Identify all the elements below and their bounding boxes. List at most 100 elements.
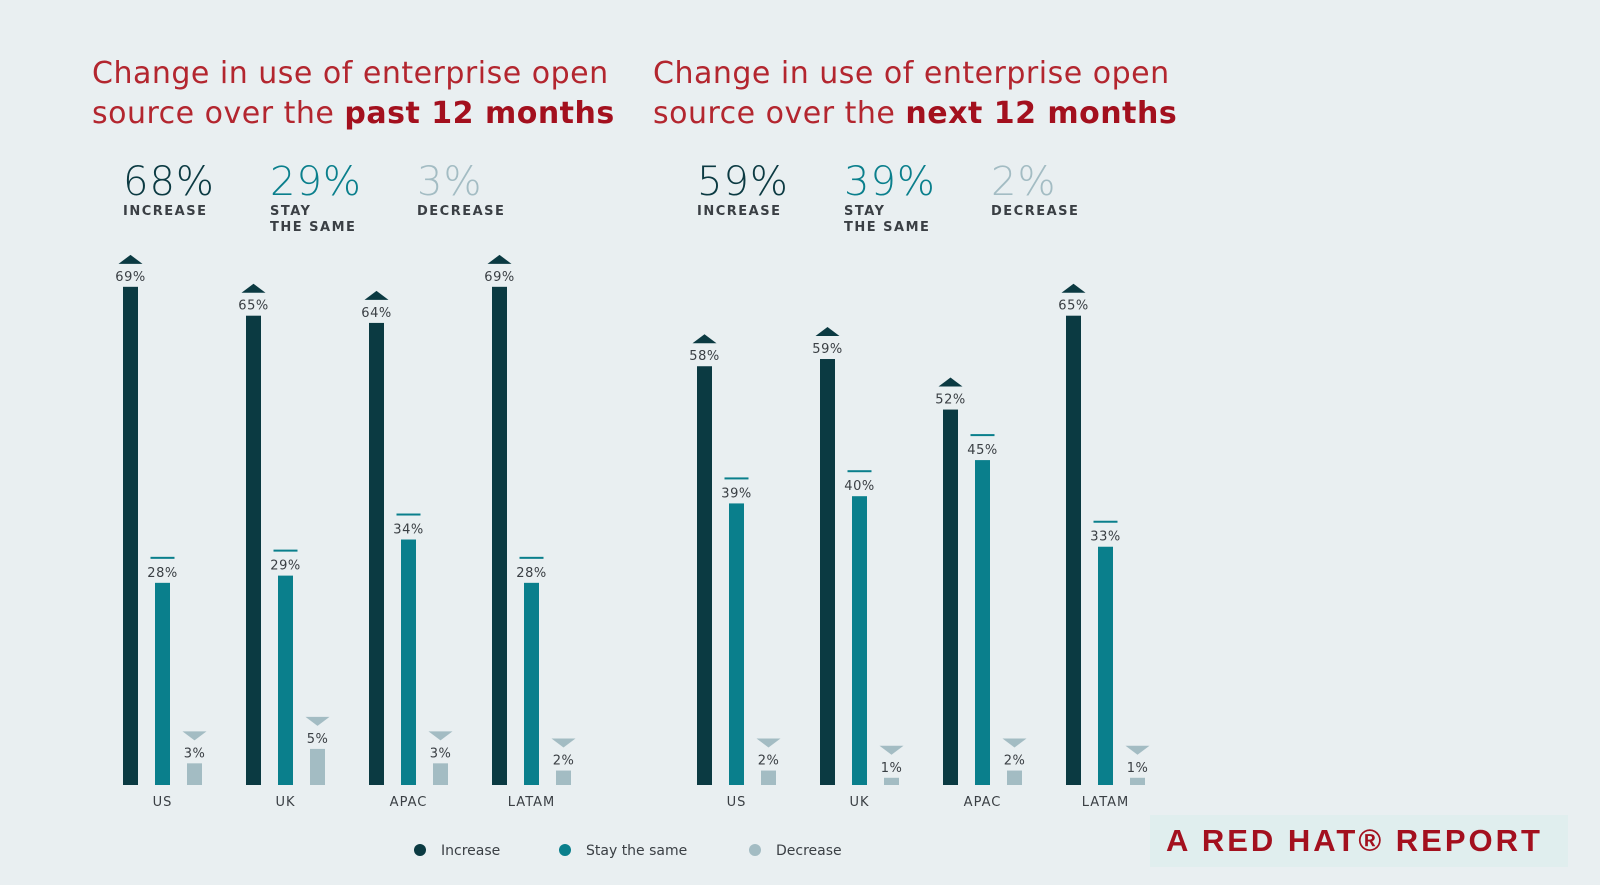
bar-stay [729,503,744,785]
bar-stay [1098,546,1113,785]
data-label: 1% [881,761,903,776]
data-label: 59% [812,342,842,357]
summary-stat: 3% DECREASE [417,160,505,220]
dash-marker [273,549,298,552]
data-label: 2% [553,754,575,769]
summary-label: STAY THE SAME [844,204,931,235]
summary-stat: 39% STAY THE SAME [844,160,936,236]
bar-stay [524,582,539,785]
category-label: LATAM [508,795,555,810]
summary-value: 39% [844,159,936,205]
bar-increase [1066,315,1081,785]
title-bold: past 12 months [344,96,615,131]
data-label: 40% [844,479,874,494]
title-bold: next 12 months [905,96,1178,131]
dash-marker [1093,520,1118,523]
bar-decrease [761,770,776,785]
down-arrow-icon [756,738,781,748]
bar-increase [943,409,958,785]
category-label: US [153,795,173,810]
up-arrow-icon [487,254,512,264]
bar-decrease [884,777,899,785]
data-label: 5% [307,732,329,747]
data-label: 34% [393,523,423,538]
bar-stay [975,460,990,785]
data-label: 1% [1127,761,1149,776]
summary-value: 3% [417,159,483,205]
category-label: UK [849,795,869,810]
bar-decrease [1007,770,1022,785]
summary-label: INCREASE [123,204,208,219]
legend-label: Stay the same [586,843,687,859]
summary-value: 68% [123,159,215,205]
summary-stat: 29% STAY THE SAME [270,160,362,236]
bar-decrease [187,763,202,785]
down-arrow-icon [182,731,207,741]
dash-marker [396,513,421,516]
data-label: 52% [935,393,965,408]
down-arrow-icon [1002,738,1027,748]
summary-value: 29% [270,159,362,205]
summary-stat: 59% INCREASE [697,160,789,220]
summary-value: 59% [697,159,789,205]
category-label: APAC [964,795,1002,810]
bar-stay [852,496,867,785]
up-arrow-icon [118,254,143,264]
title-text: Change in use of enterprise open source … [92,56,609,131]
legend-dot [559,844,571,856]
summary-label: INCREASE [697,204,782,219]
summary-stat: 2% DECREASE [991,160,1079,220]
bar-increase [820,359,835,785]
up-arrow-icon [241,283,266,293]
dash-marker [970,434,995,437]
red-hat-report-badge: A RED HAT® REPORT [1150,815,1568,867]
summary-label: DECREASE [991,204,1080,219]
up-arrow-icon [1061,283,1086,293]
summary-stat: 68% INCREASE [123,160,215,220]
bar-increase [492,286,507,785]
bar-decrease [556,770,571,785]
bar-increase [369,322,384,785]
down-arrow-icon [1125,745,1150,755]
bar-increase [246,315,261,785]
bar-decrease [1130,777,1145,785]
data-label: 58% [689,349,719,364]
data-label: 69% [484,270,514,285]
legend-label: Decrease [776,843,842,859]
dash-marker [519,556,544,559]
up-arrow-icon [815,327,840,337]
data-label: 64% [361,306,391,321]
bar-decrease [310,748,325,785]
data-label: 65% [238,299,268,314]
chart-title-next: Change in use of enterprise open source … [653,54,1193,134]
data-label: 39% [721,486,751,501]
down-arrow-icon [879,745,904,755]
data-label: 2% [1004,754,1026,769]
up-arrow-icon [364,290,389,300]
data-label: 28% [516,566,546,581]
bar-stay [278,575,293,785]
data-label: 33% [1090,530,1120,545]
footer-text: A RED HAT® REPORT [1166,823,1543,858]
bar-stay [155,582,170,785]
summary-label: STAY THE SAME [270,204,357,235]
category-label: LATAM [1082,795,1129,810]
down-arrow-icon [551,738,576,748]
up-arrow-icon [938,377,963,387]
category-label: APAC [390,795,428,810]
dash-marker [724,477,749,480]
title-text: Change in use of enterprise open source … [653,56,1170,131]
dash-marker [150,556,175,559]
chart-title-past: Change in use of enterprise open source … [92,54,632,134]
up-arrow-icon [692,334,717,344]
data-label: 3% [184,746,206,761]
legend-label: Increase [441,843,500,859]
data-label: 69% [115,270,145,285]
data-label: 29% [270,559,300,574]
bar-increase [123,286,138,785]
summary-label: DECREASE [417,204,506,219]
data-label: 65% [1058,299,1088,314]
data-label: 45% [967,443,997,458]
dash-marker [847,470,872,473]
